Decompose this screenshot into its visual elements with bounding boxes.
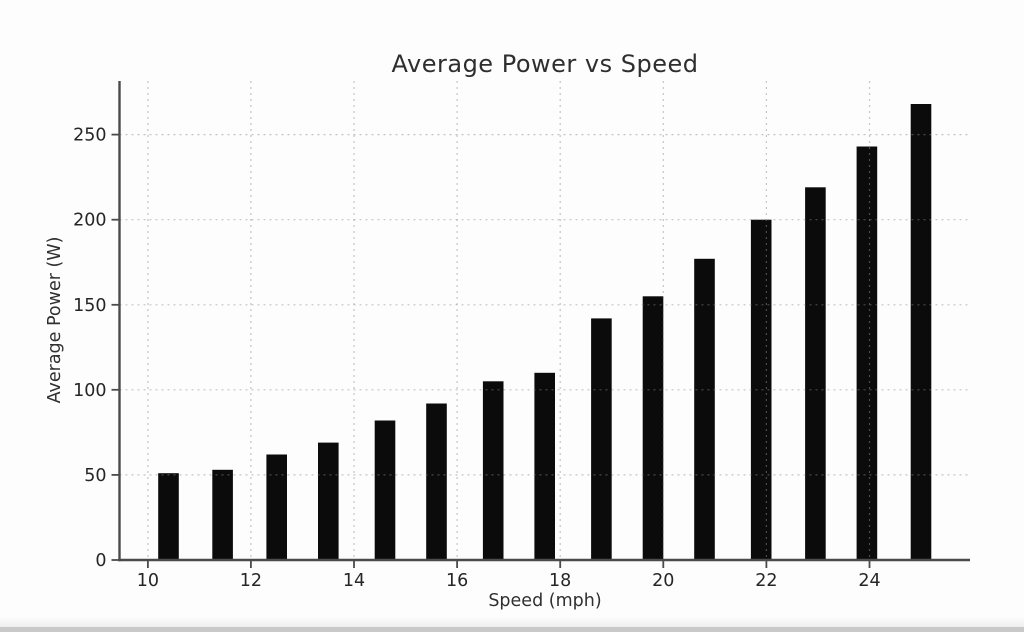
x-tick-label: 12 (240, 571, 262, 591)
y-tick-label: 150 (73, 296, 106, 316)
x-tick-label: 14 (343, 571, 365, 591)
bar (266, 454, 287, 560)
y-tick-label: 250 (73, 126, 106, 146)
bar (426, 403, 447, 560)
y-tick-label: 100 (73, 381, 106, 401)
x-tick-label: 24 (858, 571, 880, 591)
bar (856, 146, 878, 560)
x-tick-label: 16 (446, 571, 468, 591)
bar (694, 258, 715, 560)
y-tick-label: 0 (95, 551, 106, 571)
bar (805, 187, 826, 561)
bar (374, 420, 396, 560)
x-tick-label: 18 (549, 571, 571, 591)
bar (534, 372, 555, 560)
bar (318, 442, 339, 560)
chart-title: Average Power vs Speed (391, 50, 699, 78)
bar (212, 469, 233, 560)
bar (591, 318, 612, 560)
bottom-edge-fade (0, 617, 1024, 627)
x-tick-label: 20 (652, 571, 674, 591)
bar (642, 296, 664, 560)
x-tick-label: 10 (137, 571, 159, 591)
x-axis-label: Speed (mph) (488, 591, 602, 611)
bar (482, 381, 504, 560)
screenshot-bottom-edge-strip (0, 627, 1024, 632)
y-tick-label: 200 (73, 211, 106, 231)
x-tick-label: 22 (755, 571, 777, 591)
bar (158, 473, 179, 560)
bars-group (158, 104, 932, 561)
y-tick-label: 50 (84, 466, 106, 486)
axes-group (111, 81, 970, 568)
tick-labels-group: 10 12 14 16 18 20 22 24 0 50 100 150 200 250 (73, 126, 881, 591)
bar (910, 104, 932, 560)
gridlines-group (119, 81, 970, 560)
